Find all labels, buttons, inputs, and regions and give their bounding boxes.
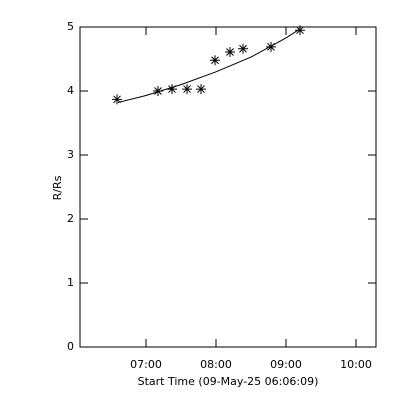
y-axis-label: R/Rs bbox=[51, 175, 64, 200]
marker bbox=[266, 41, 277, 52]
y-tick-label: 2 bbox=[67, 212, 74, 225]
marker bbox=[152, 86, 163, 96]
x-tick-label: 09:00 bbox=[270, 358, 302, 371]
x-tick-label: 07:00 bbox=[130, 358, 162, 371]
y-tick-label: 0 bbox=[67, 340, 74, 353]
plot-frame bbox=[79, 26, 377, 348]
fit-line bbox=[117, 28, 301, 103]
marker bbox=[294, 25, 305, 36]
marker bbox=[238, 43, 249, 54]
x-tick-label: 10:00 bbox=[340, 358, 372, 371]
y-tick-label: 1 bbox=[67, 276, 74, 289]
marker bbox=[112, 94, 123, 105]
marker bbox=[210, 55, 221, 66]
x-tick-label: 08:00 bbox=[200, 358, 232, 371]
marker bbox=[166, 84, 177, 95]
y-tick-label: 3 bbox=[67, 148, 74, 161]
marker bbox=[182, 84, 193, 95]
marker bbox=[224, 46, 235, 57]
y-tick-label: 4 bbox=[67, 84, 74, 97]
x-axis-label: Start Time (09-May-25 06:06:09) bbox=[138, 375, 319, 388]
y-tick-label: 5 bbox=[67, 20, 74, 33]
marker bbox=[196, 84, 207, 95]
